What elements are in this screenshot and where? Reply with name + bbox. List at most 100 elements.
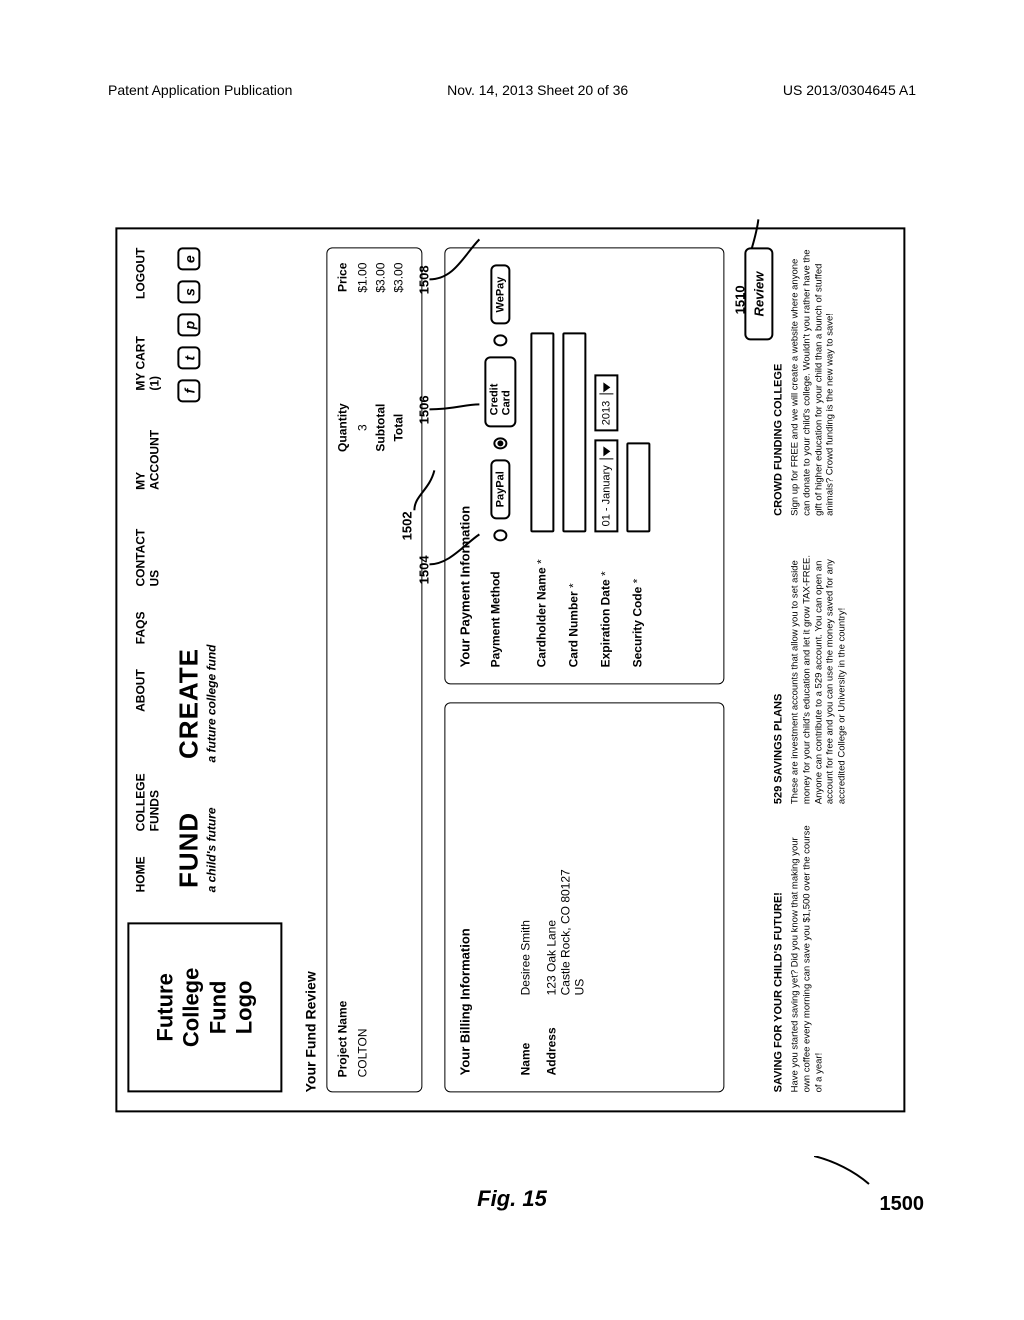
cardholder-input[interactable] [530,332,554,532]
exp-label: Expiration Date * [594,532,612,667]
create-tag: a future college fund [204,644,218,762]
footer-1-body: Have you started saving yet? Did you kno… [789,824,825,1092]
billing-payment-row: Your Billing Information Name Desiree Sm… [444,248,724,1093]
total-val: $3.00 [389,263,407,373]
subtotal-label: Subtotal [371,373,389,483]
billing-name-label: Name [514,995,532,1075]
th-project: Project Name [335,483,353,1078]
figure-frame: Future College Fund Logo HOME COLLEGE FU… [100,150,920,1190]
social-icons: F t p s e [177,248,200,403]
nav-faqs[interactable]: FAQS [133,612,161,645]
billing-title: Your Billing Information [457,719,472,1075]
nav-account[interactable]: MY ACCOUNT [133,416,161,490]
radio-credit-card[interactable] [493,437,507,449]
option-credit-card[interactable]: Credit Card [484,356,516,427]
ref-1500-label: 1500 [880,1193,925,1216]
create-big: CREATE [173,644,204,762]
topbar: Future College Fund Logo HOME COLLEGE FU… [127,248,282,1093]
review-button[interactable]: Review [744,248,773,341]
option-wepay[interactable]: WePay [490,265,510,325]
td-qty: 3 [353,373,371,483]
footer-2-body: These are investment accounts that allow… [789,536,848,804]
footer-1-hd: SAVING FOR YOUR CHILD'S FUTURE! [772,824,786,1092]
twitter-icon[interactable]: t [177,347,200,370]
addr-line2: Castle Rock, CO 80127 [558,869,572,995]
nav-college-funds[interactable]: COLLEGE FUNDS [133,737,161,832]
subtotal-val: $3.00 [371,263,389,373]
doc-header: Patent Application Publication Nov. 14, … [108,82,916,98]
doc-header-right: US 2013/0304645 A1 [783,82,916,98]
facebook-icon[interactable]: F [177,380,200,403]
fund-create-row: FUND a child's future CREATE a future co… [173,644,218,892]
footer-col-3: CROWD FUNDING COLLEGE Sign up for FREE a… [772,248,848,516]
billing-address: 123 Oak Lane Castle Rock, CO 80127 US [540,869,586,995]
callout-1502: 1502 [399,511,414,540]
payment-title: Your Payment Information [457,265,472,668]
addr-line1: 123 Oak Lane [544,869,558,995]
email-icon[interactable]: e [177,248,200,271]
fund-col[interactable]: FUND a child's future [173,808,218,893]
nav-about[interactable]: ABOUT [133,669,161,712]
payment-box: Your Payment Information Payment Method … [444,248,724,685]
screen-content: Future College Fund Logo HOME COLLEGE FU… [115,228,905,1113]
td-price: $1.00 [353,263,371,373]
payment-method-label: Payment Method [484,541,502,667]
sec-label: Security Code * [626,532,644,667]
callout-1502-line [409,460,439,510]
main-nav: HOME COLLEGE FUNDS ABOUT FAQS CONTACT US… [133,248,161,893]
radio-wepay[interactable] [493,334,507,346]
th-price: Price [335,263,353,373]
payment-wrap: Your Payment Information Payment Method … [444,248,724,685]
footer-columns: SAVING FOR YOUR CHILD'S FUTURE! Have you… [772,248,848,1093]
doc-header-center: Nov. 14, 2013 Sheet 20 of 36 [447,82,628,98]
footer-3-body: Sign up for FREE and we will create a we… [789,248,837,516]
security-code-input[interactable] [626,442,650,532]
exp-year-value: 2013 [600,401,612,425]
exp-month-value: 01 - January [600,465,612,526]
radio-paypal[interactable] [493,529,507,541]
logo-box: Future College Fund Logo [127,922,282,1092]
footer-3-hd: CROWD FUNDING COLLEGE [772,248,786,516]
payment-method-group: PayPal Credit Card WePay [484,265,516,542]
chevron-down-icon [599,445,613,459]
billing-box: Your Billing Information Name Desiree Sm… [444,702,724,1092]
td-name: COLTON [353,483,371,1078]
logo-line: Logo [231,981,257,1035]
top-right-area: HOME COLLEGE FUNDS ABOUT FAQS CONTACT US… [127,248,218,893]
addr-line3: US [572,869,586,995]
figure-label: Fig. 15 [477,1186,547,1212]
nav-contact[interactable]: CONTACT US [133,515,161,587]
footer-col-2: 529 SAVINGS PLANS These are investment a… [772,536,848,804]
exp-month-select[interactable]: 01 - January [594,439,618,532]
doc-header-left: Patent Application Publication [108,82,292,98]
logo-line: College [178,968,204,1047]
footer-col-1: SAVING FOR YOUR CHILD'S FUTURE! Have you… [772,824,848,1092]
total-label: Total [389,373,407,483]
billing-name: Desiree Smith [514,920,532,995]
ref-1500-line [814,1156,874,1186]
share-icon[interactable]: s [177,281,200,304]
nav-cart[interactable]: MY CART (1) [133,324,161,391]
fund-table: Project Name Quantity Price COLTON 3 $1.… [326,248,422,1093]
option-paypal[interactable]: PayPal [490,459,510,519]
chevron-down-icon [599,381,613,395]
th-qty: Quantity [335,373,353,483]
callout-1506-line [429,384,484,414]
callout-1508-line [429,234,484,284]
cardnumber-input[interactable] [562,332,586,532]
create-col[interactable]: CREATE a future college fund [173,644,218,762]
nav-home[interactable]: HOME [133,856,161,892]
fund-tag: a child's future [204,808,218,893]
billing-address-label: Address [540,995,558,1075]
fund-big: FUND [173,808,204,893]
callout-1504-line [429,529,484,569]
logo-line: Future [152,973,178,1041]
footer-2-hd: 529 SAVINGS PLANS [772,536,786,804]
pinterest-icon[interactable]: p [177,314,200,337]
fund-review-title: Your Fund Review [302,248,318,1093]
nav-logout[interactable]: LOGOUT [133,248,161,299]
logo-line: Fund [205,981,231,1035]
cardnumber-label: Card Number * [562,532,580,667]
exp-year-select[interactable]: 2013 [594,375,618,431]
cardholder-label: Cardholder Name * [530,532,548,667]
